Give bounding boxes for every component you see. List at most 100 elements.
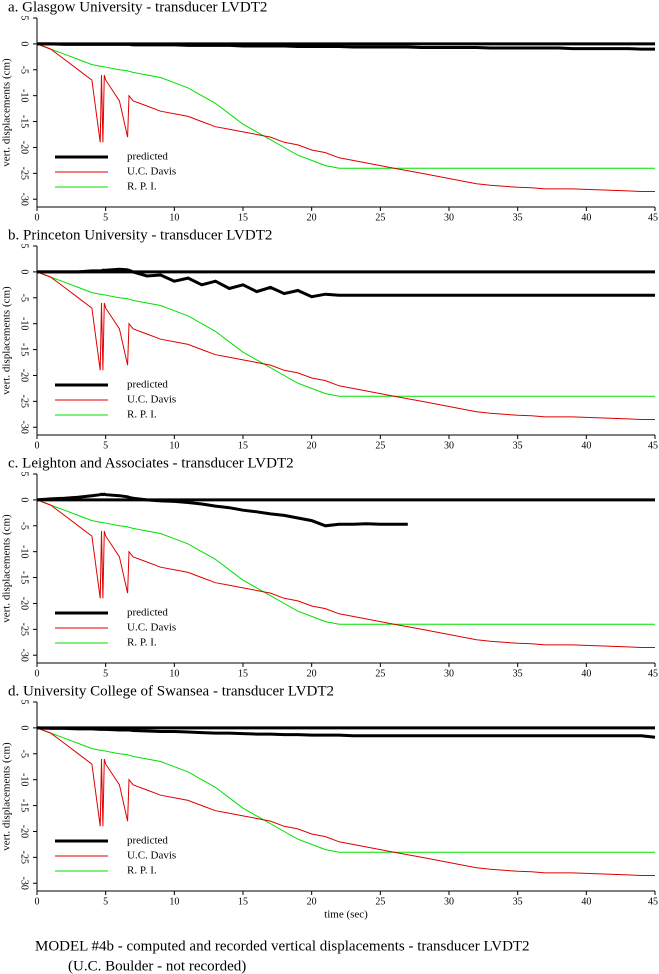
series-line [36, 727, 655, 853]
y-tick-label: -15 [19, 799, 30, 812]
series-line [36, 499, 655, 625]
chart-title: d. University College of Swansea - trans… [8, 683, 334, 699]
x-tick-label: 45 [648, 896, 658, 907]
x-tick-label: 0 [35, 668, 40, 679]
chart-title: a. Glasgow University - transducer LVDT2 [8, 0, 267, 15]
series-line [36, 271, 655, 420]
x-tick-label: 35 [513, 440, 523, 451]
x-tick-label: 25 [375, 212, 385, 223]
y-tick-label: 5 [19, 700, 30, 705]
y-tick-label: -20 [19, 825, 30, 838]
y-tick-label: -20 [19, 597, 30, 610]
x-tick-label: 15 [238, 440, 248, 451]
series-line [36, 492, 408, 528]
x-tick-label: 40 [581, 896, 591, 907]
x-tick-label: 35 [513, 896, 523, 907]
x-tick-label: 5 [103, 896, 108, 907]
x-tick-label: 15 [238, 896, 248, 907]
legend-label: R. P. I. [127, 181, 157, 193]
x-tick-label: 20 [307, 668, 317, 679]
y-tick-label: 5 [19, 472, 30, 477]
x-tick-label: 10 [169, 440, 179, 451]
legend-label: predicted [127, 607, 168, 619]
series-line [36, 726, 656, 739]
x-tick-label: 40 [581, 668, 591, 679]
legend-label: R. P. I. [127, 409, 157, 421]
y-tick-label: -15 [19, 115, 30, 128]
x-tick-label: 5 [103, 212, 108, 223]
y-tick-label: 0 [19, 41, 30, 46]
legend-label: predicted [127, 151, 168, 163]
x-tick-label: 25 [375, 440, 385, 451]
y-tick-label: -15 [19, 343, 30, 356]
y-tick-label: -30 [19, 877, 30, 890]
series-line [36, 499, 655, 648]
y-tick-label: -5 [19, 750, 30, 758]
x-tick-label: 0 [35, 440, 40, 451]
x-tick-label: 35 [513, 212, 523, 223]
legend-label: R. P. I. [127, 865, 157, 877]
x-tick-label: 40 [581, 212, 591, 223]
y-tick-label: -10 [19, 773, 30, 786]
x-tick-label: 35 [513, 668, 523, 679]
legend-label: predicted [127, 835, 168, 847]
x-tick-label: 30 [444, 440, 454, 451]
legend-label: predicted [127, 379, 168, 391]
x-tick-label: 10 [169, 212, 179, 223]
x-tick-label: 10 [169, 896, 179, 907]
y-tick-label: -25 [19, 167, 30, 180]
y-tick-label: -25 [19, 851, 30, 864]
x-tick-label: 25 [375, 896, 385, 907]
x-tick-label: 15 [238, 668, 248, 679]
y-tick-label: -5 [19, 294, 30, 302]
y-tick-label: -10 [19, 545, 30, 558]
y-tick-label: -5 [19, 522, 30, 530]
series-line [36, 727, 655, 876]
series-line [36, 43, 655, 192]
y-tick-label: -5 [19, 66, 30, 74]
x-tick-label: 15 [238, 212, 248, 223]
y-tick-label: -15 [19, 571, 30, 584]
caption-line: MODEL #4b - computed and recorded vertic… [35, 938, 530, 954]
x-tick-label: 5 [103, 440, 108, 451]
y-tick-label: -10 [19, 89, 30, 102]
x-tick-label: 5 [103, 668, 108, 679]
x-tick-label: 40 [581, 440, 591, 451]
chart-title: b. Princeton University - transducer LVD… [8, 227, 272, 243]
y-tick-label: 5 [19, 16, 30, 21]
y-tick-label: -10 [19, 317, 30, 330]
x-tick-label: 30 [444, 212, 454, 223]
x-tick-label: 25 [375, 668, 385, 679]
y-tick-label: -20 [19, 369, 30, 382]
series-line [36, 271, 655, 397]
y-tick-label: -30 [19, 649, 30, 662]
series-line [37, 42, 655, 51]
x-tick-label: 30 [444, 896, 454, 907]
y-tick-label: 5 [19, 244, 30, 249]
y-axis-label: vert. displacements (cm) [1, 58, 13, 167]
series-line [36, 43, 655, 169]
x-tick-label: 45 [648, 668, 658, 679]
x-tick-label: 20 [307, 440, 317, 451]
y-tick-label: -30 [19, 193, 30, 206]
legend-label: U.C. Davis [127, 622, 176, 634]
x-axis-label: time (sec) [324, 909, 368, 921]
y-tick-label: -30 [19, 421, 30, 434]
y-tick-label: 0 [19, 497, 30, 502]
y-axis-label: vert. displacements (cm) [1, 514, 13, 623]
y-tick-label: -20 [19, 141, 30, 154]
y-axis-label: vert. displacements (cm) [1, 742, 13, 851]
y-tick-label: -25 [19, 395, 30, 408]
legend-label: U.C. Davis [127, 850, 176, 862]
x-tick-label: 0 [35, 896, 40, 907]
caption-line: (U.C. Boulder - not recorded) [68, 958, 246, 974]
legend-label: U.C. Davis [127, 166, 176, 178]
x-tick-label: 20 [307, 896, 317, 907]
x-tick-label: 30 [444, 668, 454, 679]
y-tick-label: -25 [19, 623, 30, 636]
legend-label: R. P. I. [127, 637, 157, 649]
x-tick-label: 45 [648, 212, 658, 223]
x-tick-label: 20 [307, 212, 317, 223]
legend-label: U.C. Davis [127, 394, 176, 406]
